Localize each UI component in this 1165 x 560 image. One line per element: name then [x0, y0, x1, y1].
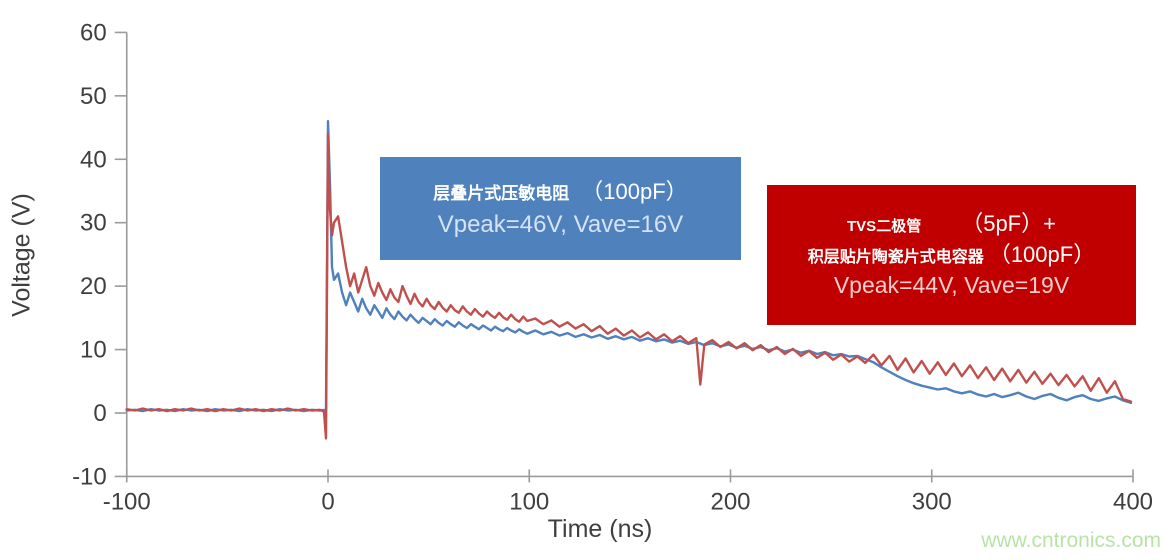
- annotation-tvs-capacitance: （5pF）+: [961, 211, 1056, 237]
- y-axis-title: Voltage (V): [7, 193, 36, 317]
- y-tick-label: 40: [80, 146, 107, 173]
- annotation-varistor-name: 层叠片式压敏电阻: [433, 183, 570, 203]
- annotation-varistor-capacitance: （100pF）: [581, 178, 688, 204]
- x-tick-label: 400: [1113, 488, 1153, 515]
- y-tick-label: 50: [80, 83, 107, 110]
- y-tick-label: 60: [80, 19, 107, 46]
- y-tick-label: 30: [80, 210, 107, 237]
- annotation-varistor-stats: Vpeak=46V, Vave=16V: [437, 210, 684, 238]
- x-tick-label: 300: [912, 488, 952, 515]
- watermark: www.cntronics.com: [981, 529, 1161, 552]
- annotation-mlcc-capacitance: （100pF）: [988, 241, 1096, 267]
- annotation-tvs-box: TVS二极管 （5pF）+ 积层贴片陶瓷片式电容器 （100pF） Vpeak=44…: [767, 185, 1136, 325]
- tvs-mlcc-trace: [125, 132, 1133, 440]
- x-tick-label: 200: [710, 488, 750, 515]
- annotation-tvs-stats: Vpeak=44V, Vave=19V: [833, 272, 1070, 299]
- y-tick-label: -10: [72, 463, 107, 490]
- y-tick-label: 20: [80, 273, 107, 300]
- annotation-varistor-title: 层叠片式压敏电阻 （100pF）: [380, 179, 741, 204]
- x-tick-label: -100: [103, 488, 151, 515]
- annotation-tvs-title: TVS二极管 （5pF）+: [767, 211, 1136, 236]
- x-axis-title: Time (ns): [547, 515, 653, 543]
- y-tick-label: 10: [80, 337, 107, 364]
- annotation-tvs-name: TVS二极管: [847, 218, 922, 236]
- x-tick-label: 0: [321, 488, 334, 515]
- y-tick-label: 0: [93, 400, 106, 427]
- annotation-mlcc-name: 积层贴片陶瓷片式电容器: [807, 248, 984, 266]
- annotation-mlcc-title: 积层贴片陶瓷片式电容器 （100pF）: [767, 242, 1136, 267]
- annotation-varistor-box: 层叠片式压敏电阻 （100pF） Vpeak=46V, Vave=16V: [380, 157, 741, 260]
- x-tick-label: 100: [509, 488, 549, 515]
